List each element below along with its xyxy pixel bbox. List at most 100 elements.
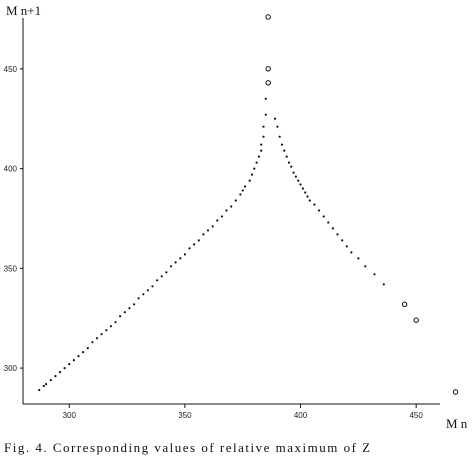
data-point <box>331 227 334 230</box>
data-point <box>114 321 117 324</box>
data-point <box>128 307 131 310</box>
data-point <box>260 143 263 146</box>
y-tick-label: 350 <box>4 264 18 273</box>
data-point <box>142 293 145 296</box>
data-point-open <box>452 389 459 395</box>
data-point <box>197 239 200 242</box>
data-point <box>38 388 41 392</box>
data-point <box>169 265 173 268</box>
data-point <box>49 379 52 382</box>
data-point-open <box>265 80 271 86</box>
data-point <box>260 149 263 152</box>
data-point <box>100 333 103 336</box>
data-point <box>234 199 237 202</box>
data-point <box>243 185 247 188</box>
data-point <box>109 325 112 328</box>
y-tick-label: 300 <box>4 364 18 373</box>
data-point <box>373 273 376 276</box>
data-point <box>179 257 182 260</box>
data-point <box>264 113 267 116</box>
data-point <box>276 125 279 128</box>
x-tick-label: 350 <box>178 411 192 420</box>
data-point <box>239 193 242 196</box>
data-point <box>230 205 233 208</box>
data-point <box>211 225 214 228</box>
data-point <box>262 125 265 128</box>
data-point <box>341 239 344 242</box>
data-point <box>193 243 196 246</box>
data-point <box>95 337 99 340</box>
data-point <box>225 209 228 212</box>
figure-caption: Fig. 4. Corresponding values of relative… <box>4 440 372 455</box>
data-point <box>146 289 149 292</box>
data-point <box>248 179 251 182</box>
data-point <box>72 359 75 362</box>
data-point <box>63 367 66 370</box>
data-point-open <box>413 317 419 323</box>
data-point <box>382 283 385 286</box>
data-point <box>336 233 339 236</box>
data-point <box>322 215 325 218</box>
data-point <box>220 215 223 218</box>
data-point <box>274 117 277 120</box>
data-point <box>301 187 304 190</box>
data-point <box>306 195 309 198</box>
axes <box>22 18 440 405</box>
data-point <box>58 371 62 374</box>
data-point <box>297 179 300 182</box>
data-point <box>264 97 267 100</box>
data-point <box>45 383 48 386</box>
data-point <box>364 265 367 268</box>
data-point <box>304 191 307 194</box>
data-point <box>188 247 191 250</box>
data-points <box>38 14 459 395</box>
data-point <box>91 341 94 344</box>
data-point <box>183 253 186 256</box>
data-point <box>327 221 330 224</box>
data-point <box>262 135 265 138</box>
data-point <box>132 303 136 306</box>
data-point <box>357 257 360 260</box>
data-point <box>68 363 71 366</box>
data-point <box>299 183 302 186</box>
data-point <box>317 209 321 212</box>
data-point <box>290 165 293 168</box>
data-point <box>86 347 89 350</box>
data-point-open <box>265 66 271 72</box>
data-point <box>350 251 353 254</box>
data-point <box>241 189 244 192</box>
data-point <box>119 315 122 318</box>
data-point <box>253 167 256 170</box>
data-point <box>156 279 159 282</box>
tick-labels: 300 350 400 450 300 350 400 450 <box>4 65 424 420</box>
data-point <box>216 219 219 222</box>
data-point-open <box>265 14 271 20</box>
x-tick-label: 450 <box>409 411 423 420</box>
data-point <box>151 285 154 288</box>
data-point <box>160 275 163 278</box>
data-point <box>250 173 254 176</box>
data-point <box>54 375 57 378</box>
data-point <box>82 351 85 354</box>
data-point <box>255 161 258 164</box>
data-point <box>202 233 205 236</box>
data-point <box>137 297 140 300</box>
data-point <box>345 245 348 248</box>
data-point <box>278 135 281 138</box>
tick-marks <box>20 68 417 408</box>
data-point <box>294 175 297 178</box>
data-point <box>257 155 260 158</box>
data-point <box>123 311 126 314</box>
data-point <box>105 329 108 332</box>
data-point <box>287 161 291 164</box>
y-axis-title: M n+1 <box>6 3 41 18</box>
data-point <box>313 203 316 206</box>
data-point <box>292 171 295 174</box>
data-point <box>206 229 210 232</box>
data-point <box>77 355 80 358</box>
data-point <box>308 199 311 202</box>
x-tick-label: 300 <box>63 411 77 420</box>
x-axis-title: M n <box>446 416 468 431</box>
data-point <box>285 155 288 158</box>
data-point <box>283 149 286 152</box>
